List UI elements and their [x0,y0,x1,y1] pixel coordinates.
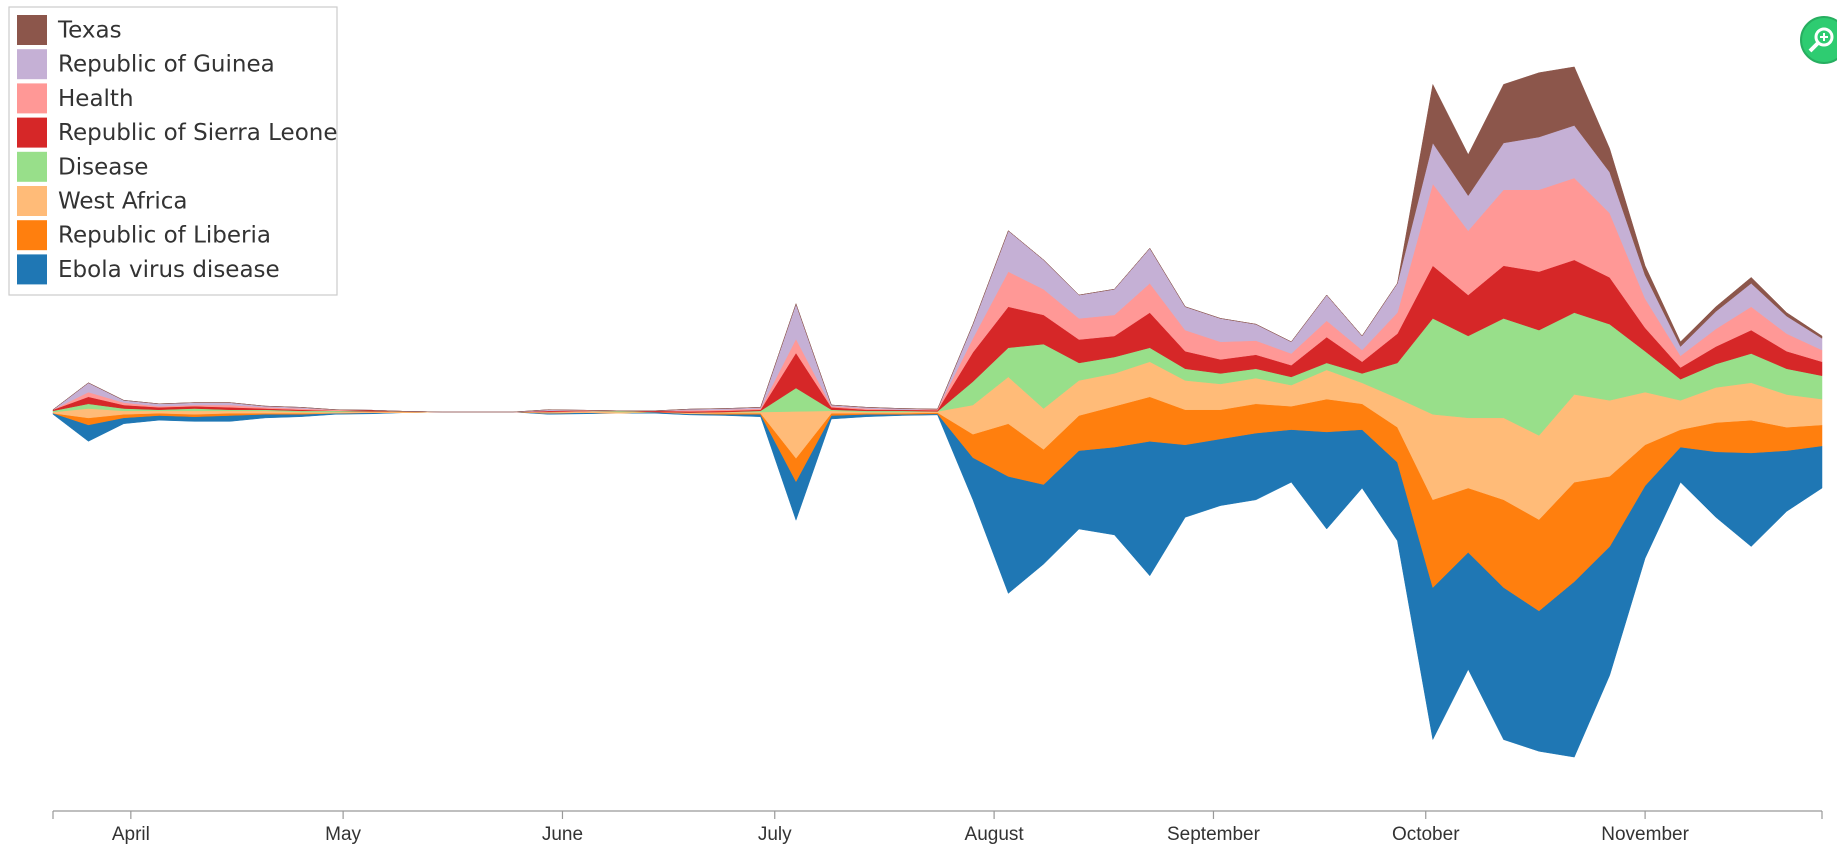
legend-label: West Africa [58,189,187,215]
zoom-handle [1808,41,1820,53]
legend-label: Texas [57,18,122,44]
x-tick-label: May [325,824,361,845]
x-tick-label: August [965,824,1025,845]
legend-box [8,6,338,296]
legend-label: Health [58,86,134,112]
x-tick-label: July [758,824,792,845]
x-tick-label: April [112,824,150,845]
legend-swatch [17,15,47,45]
legend-swatch [17,151,47,182]
zoom-button[interactable] [1800,16,1837,64]
legend-swatch [17,83,47,114]
x-tick-label: September [1167,824,1261,845]
legend-label: Republic of Liberia [58,223,271,249]
legend-label: Republic of Guinea [58,52,275,78]
zoom-lens [1814,27,1834,47]
streams [52,66,1823,758]
legend-swatch [17,117,47,148]
legend: Texas Republic of Guinea Health Republic of… [8,6,338,296]
legend-swatch [17,186,47,216]
legend-label: Republic of Sierra Leone [58,120,338,146]
legend-label: Disease [58,154,148,180]
legend-label: Ebola virus disease [58,257,280,283]
x-tick-label: June [542,824,583,845]
legend-swatch [17,220,47,251]
stream-layer [52,66,1823,413]
x-axis: April May June July August September October No… [52,810,1823,845]
x-tick-label: October [1392,824,1460,845]
legend-swatch [17,254,47,285]
x-tick-label: November [1601,824,1689,845]
legend-swatch [17,49,47,80]
